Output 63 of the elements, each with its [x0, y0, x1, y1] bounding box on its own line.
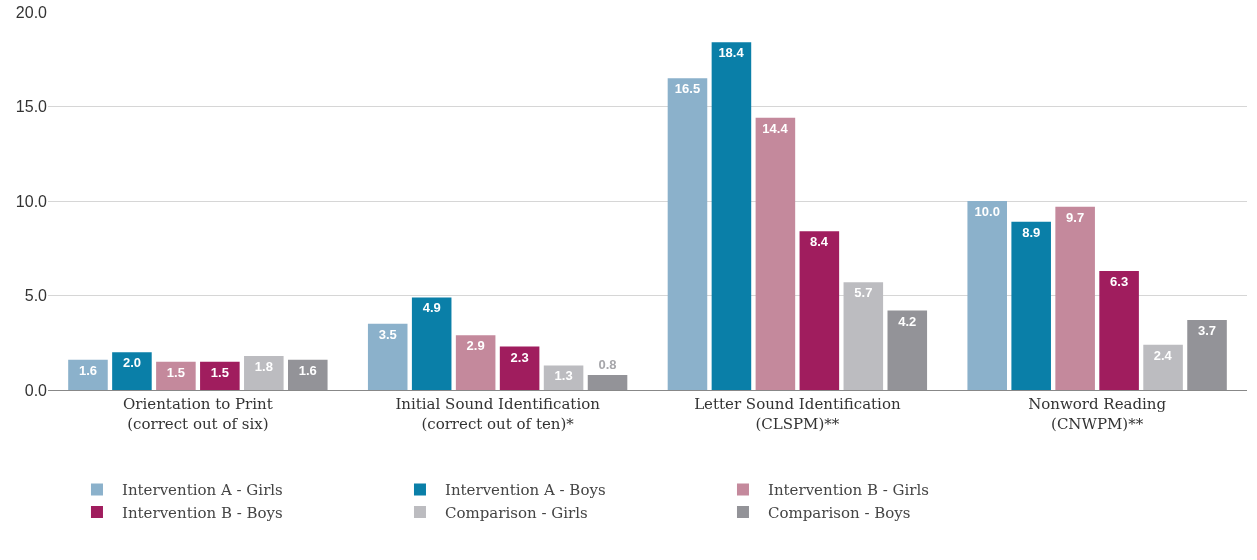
- data-label: 14.4: [762, 120, 789, 136]
- legend-label: Comparison - Boys: [767, 503, 911, 522]
- bar: [1143, 344, 1183, 390]
- bar: [156, 361, 196, 390]
- y-tick-label: 5.0: [24, 287, 48, 305]
- data-label: 2.9: [466, 338, 485, 354]
- data-label: 18.4: [718, 45, 745, 61]
- bar: [1055, 206, 1095, 390]
- legend-label: Intervention B - Girls: [767, 481, 930, 500]
- x-tick-label: Letter Sound Identification (CLSPM)**: [694, 395, 901, 433]
- bar: [411, 297, 452, 390]
- data-label: 4.2: [898, 313, 917, 329]
- data-label: 4.9: [422, 300, 441, 316]
- bar: [543, 365, 584, 390]
- legend-label: Intervention B - Boys: [121, 503, 283, 522]
- bar: [1099, 270, 1139, 390]
- bar: [455, 335, 496, 390]
- bar: [112, 352, 152, 390]
- data-label: 2.3: [510, 349, 529, 365]
- bar: [755, 117, 796, 390]
- data-label: 0.8: [598, 356, 617, 372]
- x-tick-label: Nonword Reading (CNWPM)**: [1028, 395, 1167, 433]
- data-label: 8.9: [1022, 224, 1041, 240]
- y-tick-label: 20.0: [15, 3, 48, 21]
- bar: [499, 346, 540, 390]
- bar: [244, 355, 284, 390]
- data-label: 3.5: [378, 326, 397, 342]
- bar: [68, 359, 108, 390]
- x-tick-label: Initial Sound Identification (correct out of ten)*: [395, 395, 601, 433]
- bar: [367, 323, 408, 390]
- bar: [1011, 221, 1051, 390]
- bar: [711, 42, 752, 390]
- data-label: 1.5: [210, 364, 229, 380]
- data-label: 9.7: [1066, 209, 1085, 225]
- data-label: 1.6: [78, 362, 97, 378]
- bar: [667, 78, 708, 390]
- x-tick-label: Orientation to Print (correct out of six): [123, 395, 273, 433]
- legend-label: Intervention A - Boys: [444, 481, 606, 500]
- y-tick-label: 15.0: [15, 98, 48, 116]
- bar: [1187, 320, 1227, 390]
- y-tick-label: 0.0: [24, 381, 48, 399]
- bar: [288, 359, 328, 390]
- legend-label: Intervention A - Girls: [121, 481, 283, 500]
- data-label: 1.6: [298, 362, 317, 378]
- data-label: 6.3: [1110, 273, 1129, 289]
- data-label: 2.0: [122, 355, 141, 371]
- data-label: 5.7: [854, 285, 873, 301]
- bar: [843, 282, 884, 390]
- bar: [887, 310, 928, 390]
- bar: [967, 201, 1007, 390]
- data-label: 3.7: [1198, 323, 1217, 339]
- data-label: 10.0: [974, 204, 1000, 219]
- data-label: 1.3: [554, 368, 573, 384]
- data-label: 16.5: [674, 81, 701, 97]
- legend-label: Comparison - Girls: [444, 503, 588, 522]
- data-label: 8.4: [809, 234, 829, 250]
- y-tick-label: 10.0: [15, 192, 48, 210]
- data-label: 1.5: [166, 364, 185, 380]
- bar: [587, 374, 628, 390]
- data-label: 1.8: [254, 358, 273, 374]
- bar: [799, 231, 840, 390]
- bar: [200, 361, 240, 390]
- data-label: 2.4: [1153, 347, 1173, 363]
